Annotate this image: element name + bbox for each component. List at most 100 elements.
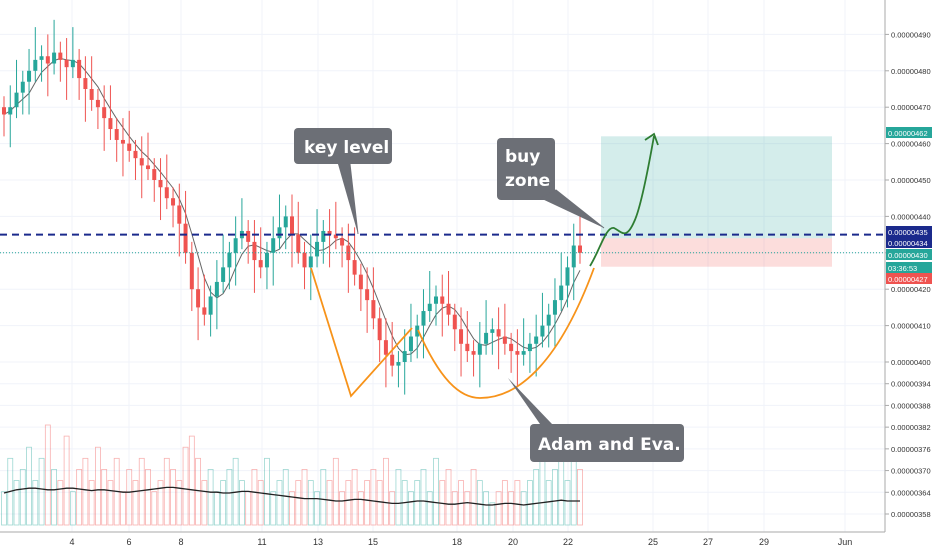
volume-bar [433, 457, 439, 526]
volume-bar [351, 469, 358, 526]
candle [52, 19, 57, 75]
candle [559, 252, 564, 312]
volume-bar [120, 491, 126, 526]
volume-bar [558, 457, 565, 526]
chart-grid [0, 0, 885, 532]
svg-text:0.00000430: 0.00000430 [888, 251, 928, 260]
svg-text:0.00000462: 0.00000462 [888, 129, 928, 138]
volume-bar [508, 491, 515, 526]
projection-arrow [589, 135, 655, 267]
y-tick-label: 0.00000490 [891, 30, 931, 39]
candle [102, 85, 107, 151]
candle [77, 48, 82, 100]
volume-bar [332, 457, 339, 526]
volume-bar [289, 491, 295, 526]
candle [477, 321, 482, 388]
candle [14, 59, 19, 119]
pattern-callout: Adam and Eva. [508, 378, 684, 462]
candle [552, 278, 557, 348]
candle [365, 267, 370, 333]
y-tick-label: 0.00000358 [891, 510, 931, 519]
volume-bar [564, 480, 571, 526]
price-label: 0.00000427 [886, 273, 932, 284]
candle [133, 139, 138, 180]
candle [183, 190, 188, 264]
buy-zone-text-1: buy [505, 147, 540, 167]
candle [108, 85, 113, 140]
eva-pattern-curve [417, 267, 595, 399]
candle [333, 201, 338, 250]
y-tick-label: 0.00000394 [891, 380, 931, 389]
volume-bar [95, 446, 101, 526]
volume-bar [26, 446, 32, 526]
volume-bar [483, 491, 489, 526]
candle [302, 241, 307, 290]
candle [521, 318, 526, 366]
volume-bar [539, 457, 546, 526]
candle [171, 187, 176, 228]
volume-bar [545, 480, 552, 526]
y-tick-label: 0.00000460 [891, 140, 931, 149]
candle [202, 274, 207, 326]
candle [484, 300, 489, 355]
price-label: 0.00000462 [886, 127, 932, 138]
volume-bar [101, 469, 108, 526]
volume-bar [451, 491, 458, 526]
candle [321, 220, 326, 264]
candle [39, 45, 44, 82]
candle [227, 241, 232, 290]
volume-bar [552, 469, 558, 526]
candle [490, 318, 495, 355]
volume-bar [577, 469, 583, 526]
candle [565, 256, 570, 308]
volume-bar [245, 491, 252, 526]
candle [114, 118, 119, 162]
time-axis[interactable]: 4 6 8 11 13 15 18 20 22 25 27 29 Jun [0, 531, 885, 547]
y-tick-label: 0.00000410 [891, 322, 931, 331]
y-tick-label: 0.00000440 [891, 212, 931, 221]
y-tick-label: 0.00000470 [891, 103, 931, 112]
volume-bar [13, 480, 20, 526]
candle [308, 234, 313, 301]
target-zone [601, 136, 832, 239]
candle [352, 227, 357, 286]
svg-text:0.00000435: 0.00000435 [888, 228, 928, 237]
candle [120, 118, 125, 177]
volume-bar [470, 469, 477, 526]
candle [177, 183, 182, 257]
candle [296, 201, 301, 264]
volume-bar [207, 469, 214, 526]
candle [246, 220, 251, 264]
volume-bars [1, 424, 583, 526]
y-tick-label: 0.00000364 [891, 488, 931, 497]
candle [64, 38, 69, 100]
volume-bar [239, 480, 245, 526]
volume-bar [138, 457, 145, 526]
key-level-text: key level [304, 138, 389, 158]
volume-bar [307, 480, 314, 526]
svg-text:03:36:53: 03:36:53 [888, 264, 917, 273]
candle [396, 351, 401, 388]
candle [315, 209, 320, 268]
volume-bar [527, 480, 533, 526]
candle [571, 223, 576, 301]
candle [89, 56, 94, 111]
buy-zone-text-2: zone [505, 171, 550, 191]
candle [402, 329, 407, 395]
volume-bar [220, 480, 227, 526]
volume-bar [257, 480, 264, 526]
candle [70, 27, 75, 79]
volume-bar [32, 480, 39, 526]
candle [578, 212, 582, 264]
y-tick-label: 0.00000420 [891, 285, 931, 294]
candle [290, 194, 294, 268]
price-label: 03:36:53 [886, 262, 932, 273]
candle [264, 241, 269, 290]
volume-bar [276, 480, 283, 526]
volume-bar [126, 469, 133, 526]
x-tick-label: 8 [178, 537, 183, 547]
price-axis[interactable]: 0.00000490 0.00000480 0.00000470 0.00000460… [884, 0, 932, 532]
candle [189, 241, 194, 312]
candle [45, 34, 50, 97]
